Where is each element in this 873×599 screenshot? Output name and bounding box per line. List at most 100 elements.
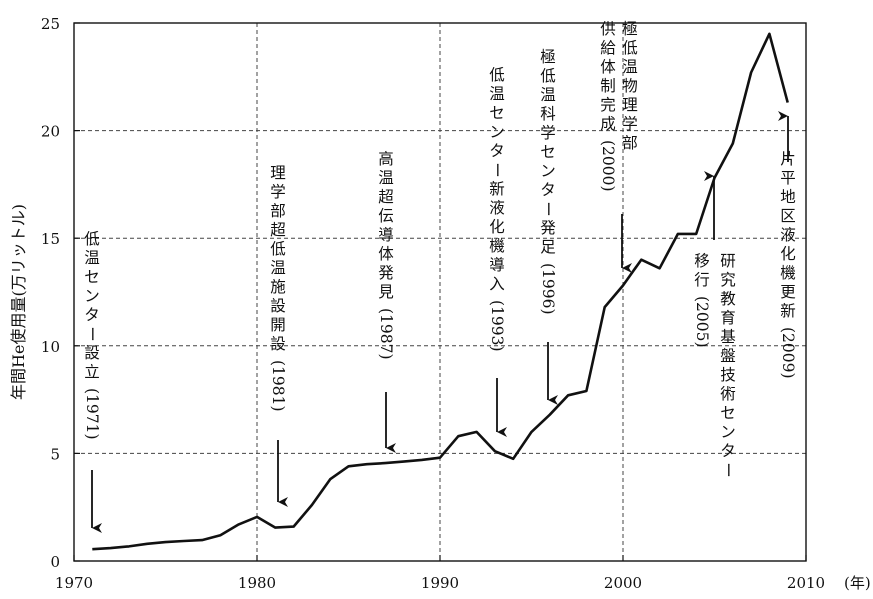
annotation-label-char: 立 xyxy=(84,363,100,381)
annotation-label-char: 温 xyxy=(378,169,394,187)
annotation-label-char: ー xyxy=(83,326,101,342)
annotation-label-char: 盤 xyxy=(720,347,736,365)
annotation-label-char: 術 xyxy=(720,385,736,403)
y-tick-label: 0 xyxy=(50,553,60,571)
annotation-label-char: ー xyxy=(539,201,557,217)
annotation-label-char: 発 xyxy=(540,219,556,237)
annotation-label-char: 設 xyxy=(270,335,286,353)
annotation-label-char: 温 xyxy=(270,259,286,277)
axes xyxy=(73,22,807,562)
annotation-label-char: タ xyxy=(84,306,100,324)
y-tick-label: 5 xyxy=(50,445,60,463)
annotation-label-char: 新 xyxy=(489,180,505,198)
annotation-label-char: 基 xyxy=(720,328,736,346)
annotation-label-char: 高 xyxy=(378,150,394,168)
x-tick-label: 1970 xyxy=(55,574,93,592)
annotation-label-char: セ xyxy=(540,143,556,161)
annotation-label-char: 化 xyxy=(780,245,796,263)
annotation-year: (2005) xyxy=(693,296,711,348)
annotation-year: (1996) xyxy=(539,263,557,315)
annotation-label-char: 開 xyxy=(270,316,286,334)
annotation-label-char: 液 xyxy=(489,199,505,217)
annotation-label-char: 地 xyxy=(780,188,796,206)
y-tick-label: 10 xyxy=(41,338,60,356)
annotation-label-line2-char: 給 xyxy=(600,39,616,57)
annotation-year: (1971) xyxy=(83,388,101,440)
annotation-label-char: 化 xyxy=(489,218,505,236)
annotation-label-char: 入 xyxy=(489,275,505,293)
annotation-label-char: 低 xyxy=(540,67,556,85)
annotation-label-char: 学 xyxy=(270,183,286,201)
annotation-label-char: 学 xyxy=(540,124,556,142)
annotation-label-char: 教 xyxy=(720,290,736,308)
grid xyxy=(74,23,806,561)
annotation-label-char: 極 xyxy=(540,48,556,66)
annotation-label-char: 極 xyxy=(622,20,638,38)
annotation-label-line2-char: 体 xyxy=(600,58,616,76)
annotation-label-char: 理 xyxy=(270,164,286,182)
annotation-label-char: 発 xyxy=(378,264,394,282)
annotation-label-char: 液 xyxy=(780,226,796,244)
annotation-year: (2000) xyxy=(599,140,617,192)
annotation-label-line2-char: 供 xyxy=(600,20,616,38)
series xyxy=(92,32,789,551)
annotation-label-char: 伝 xyxy=(378,207,394,225)
annotation-label-char: 温 xyxy=(84,249,100,267)
annotation-label-char: 平 xyxy=(780,169,796,187)
annotation-label-char: 研 xyxy=(720,252,736,270)
annotation-label-char: 低 xyxy=(270,240,286,258)
annotation-label-char: 導 xyxy=(489,256,505,274)
annotation-label-char: ー xyxy=(719,462,737,478)
x-tick-label: 2000 xyxy=(604,574,642,592)
annotation-label-char: 究 xyxy=(720,271,736,289)
annotation-label-char: 見 xyxy=(378,283,394,301)
annotation-label-char: 学 xyxy=(622,115,638,133)
y-tick-label: 15 xyxy=(41,230,60,248)
annotation-label-char: 機 xyxy=(780,264,796,282)
annotation-label-char: 新 xyxy=(780,302,796,320)
annotation-label-char: 機 xyxy=(489,237,505,255)
annotation-year: (1987) xyxy=(377,308,395,360)
annotation-label-line2-char: 制 xyxy=(600,77,616,95)
x-tick-label: 1980 xyxy=(238,574,276,592)
annotation-label-char: 施 xyxy=(270,278,286,296)
y-axis-label: 年間He使用量(万リットル) xyxy=(9,204,28,400)
annotation-label-char: 低 xyxy=(489,66,505,84)
annotation-label-char: ン xyxy=(84,287,100,305)
annotation-label-char: ン xyxy=(489,123,505,141)
annotation-label-line2-char: 移 xyxy=(694,252,710,270)
x-tick-label: 2010 xyxy=(787,574,825,592)
annotation-label-char: 物 xyxy=(622,77,638,95)
annotation-label-char: 導 xyxy=(378,226,394,244)
tick-labels: 1970 1980 1990 2000 2010 0 5 10 15 20 25 xyxy=(41,15,825,592)
x-axis-unit-label: (年) xyxy=(844,574,871,592)
annotation-label-char: 超 xyxy=(270,221,286,239)
annotation-label-char: 区 xyxy=(780,207,796,225)
annotation-label-char: セ xyxy=(720,404,736,422)
annotation-label-char: 温 xyxy=(489,85,505,103)
annotation-label-char: ン xyxy=(540,162,556,180)
annotation-label-char: タ xyxy=(540,181,556,199)
annotation-label-char: 低 xyxy=(622,39,638,57)
annotation-label-char: 体 xyxy=(378,245,394,263)
annotation-label-char: 低 xyxy=(84,230,100,248)
annotation-label-char: ー xyxy=(488,162,506,178)
annotation-label-char: 部 xyxy=(270,202,286,220)
annotation-label-line2-char: 行 xyxy=(694,271,710,289)
annotation-label-char: 更 xyxy=(780,283,796,301)
